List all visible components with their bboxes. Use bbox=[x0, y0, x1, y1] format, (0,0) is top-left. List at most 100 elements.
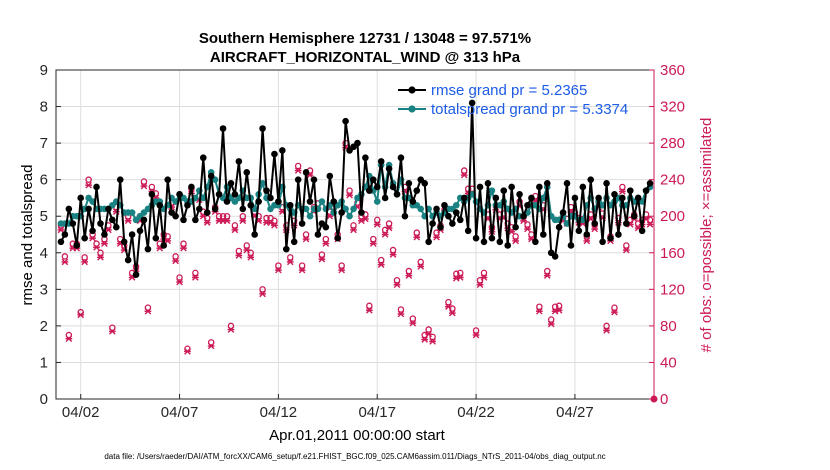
obs-possible-marker bbox=[393, 276, 401, 284]
obs-assimilated-marker bbox=[524, 225, 531, 233]
obs-assimilated-marker bbox=[460, 171, 468, 179]
rmse-point bbox=[623, 220, 630, 227]
rmse-point bbox=[642, 187, 650, 194]
obs-assimilated-marker bbox=[547, 320, 555, 328]
obs-possible-marker bbox=[425, 326, 432, 333]
rmse-point bbox=[567, 242, 575, 249]
rmse-point bbox=[97, 220, 104, 227]
x-axis-label: Apr.01,2011 00:00:00 start bbox=[269, 427, 446, 444]
obs-possible-marker bbox=[172, 253, 179, 260]
rmse-point bbox=[571, 194, 579, 202]
rmse-point bbox=[211, 205, 219, 213]
obs-possible-marker bbox=[623, 242, 630, 249]
obs-assimilated-marker bbox=[124, 217, 132, 225]
obs-assimilated-marker bbox=[603, 327, 610, 334]
legend-rmse-marker bbox=[408, 86, 416, 94]
obs-possible-marker bbox=[85, 176, 92, 183]
obs-assimilated-marker bbox=[365, 307, 373, 314]
obs-possible-marker bbox=[207, 339, 215, 346]
rmse-point bbox=[480, 238, 488, 246]
obs-assimilated-marker bbox=[223, 217, 231, 225]
obs-possible-marker bbox=[109, 324, 116, 331]
rmse-point bbox=[279, 147, 286, 154]
obs-assimilated-marker bbox=[456, 274, 464, 281]
rmse-point bbox=[89, 227, 96, 235]
rmse-point bbox=[172, 212, 179, 220]
obs-assimilated-marker bbox=[322, 240, 330, 247]
obs-possible-marker bbox=[433, 229, 440, 236]
obs-possible-marker bbox=[512, 233, 519, 240]
rmse-point bbox=[164, 176, 171, 183]
obs-assimilated-marker bbox=[227, 326, 235, 333]
rmse-point bbox=[306, 198, 314, 205]
obs-possible-marker bbox=[144, 304, 152, 311]
y-right-tick-label: 200 bbox=[660, 208, 685, 225]
rmse-point bbox=[283, 245, 290, 253]
obs-possible-marker bbox=[263, 214, 270, 222]
rmse-point bbox=[298, 220, 306, 227]
x-tick-label: 04/02 bbox=[62, 404, 100, 421]
rmse-point bbox=[120, 238, 128, 246]
obs-possible-marker bbox=[93, 240, 100, 247]
obs-assimilated-marker bbox=[362, 215, 369, 223]
totalspread-point bbox=[453, 201, 460, 209]
obs-assimilated-marker bbox=[259, 290, 266, 298]
rmse-point bbox=[405, 180, 413, 187]
obs-possible-marker bbox=[271, 217, 278, 225]
y-tick-label: 1 bbox=[40, 354, 48, 371]
rmse-point bbox=[453, 209, 460, 216]
rmse-point bbox=[267, 194, 274, 202]
rmse-point bbox=[294, 176, 302, 183]
rmse-point bbox=[646, 180, 654, 187]
obs-assimilated-marker bbox=[583, 237, 591, 245]
obs-possible-marker bbox=[148, 183, 156, 191]
rmse-point bbox=[358, 209, 365, 216]
obs-possible-marker bbox=[231, 222, 239, 229]
rmse-point bbox=[488, 234, 496, 242]
rmse-point bbox=[286, 201, 294, 209]
obs-possible-marker bbox=[247, 249, 254, 257]
rmse-point bbox=[512, 223, 519, 231]
y-right-tick-label: 120 bbox=[660, 281, 685, 298]
rmse-point bbox=[192, 216, 199, 224]
rmse-point bbox=[290, 238, 298, 246]
obs-possible-marker bbox=[259, 286, 266, 293]
rmse-point bbox=[532, 238, 539, 246]
obs-assimilated-marker bbox=[512, 237, 519, 245]
rmse-point bbox=[81, 234, 88, 242]
legend-spread-marker bbox=[408, 105, 416, 113]
rmse-point bbox=[373, 183, 381, 191]
rmse-point bbox=[536, 183, 543, 191]
rmse-point bbox=[464, 227, 472, 235]
obs-possible-marker bbox=[453, 270, 460, 278]
obs-possible-marker bbox=[413, 229, 421, 236]
obs-assimilated-marker bbox=[591, 225, 599, 233]
rmse-point bbox=[484, 180, 492, 187]
obs-assimilated-marker bbox=[302, 235, 310, 243]
data-file-footer: data file: /Users/raeder/DAI/ATM_forcXX/… bbox=[104, 452, 605, 461]
rmse-point bbox=[271, 150, 278, 158]
obs-assimilated-marker bbox=[61, 258, 69, 266]
rmse-point bbox=[69, 220, 77, 227]
obs-assimilated-marker bbox=[397, 310, 405, 318]
rmse-point bbox=[247, 201, 255, 209]
rmse-point bbox=[263, 187, 270, 194]
obs-assimilated-marker bbox=[476, 281, 484, 289]
rmse-point bbox=[619, 194, 626, 202]
rmse-point bbox=[330, 198, 338, 205]
rmse-point bbox=[93, 183, 100, 191]
rmse-point bbox=[595, 194, 602, 202]
y-tick-label: 3 bbox=[40, 281, 48, 298]
legend-spread-label: totalspread grand pr = 5.3374 bbox=[431, 101, 628, 118]
obs-possible-marker bbox=[611, 304, 618, 311]
obs-possible-marker bbox=[480, 269, 488, 277]
rmse-point bbox=[310, 176, 318, 183]
obs-possible-marker bbox=[346, 187, 353, 194]
y-right-tick-label: 80 bbox=[660, 318, 677, 335]
totalspread-point bbox=[373, 198, 381, 205]
rmse-point bbox=[607, 234, 614, 242]
y-right-tick-label: 160 bbox=[660, 245, 685, 262]
obs-possible-marker bbox=[318, 251, 326, 258]
obs-possible-marker bbox=[215, 212, 223, 220]
